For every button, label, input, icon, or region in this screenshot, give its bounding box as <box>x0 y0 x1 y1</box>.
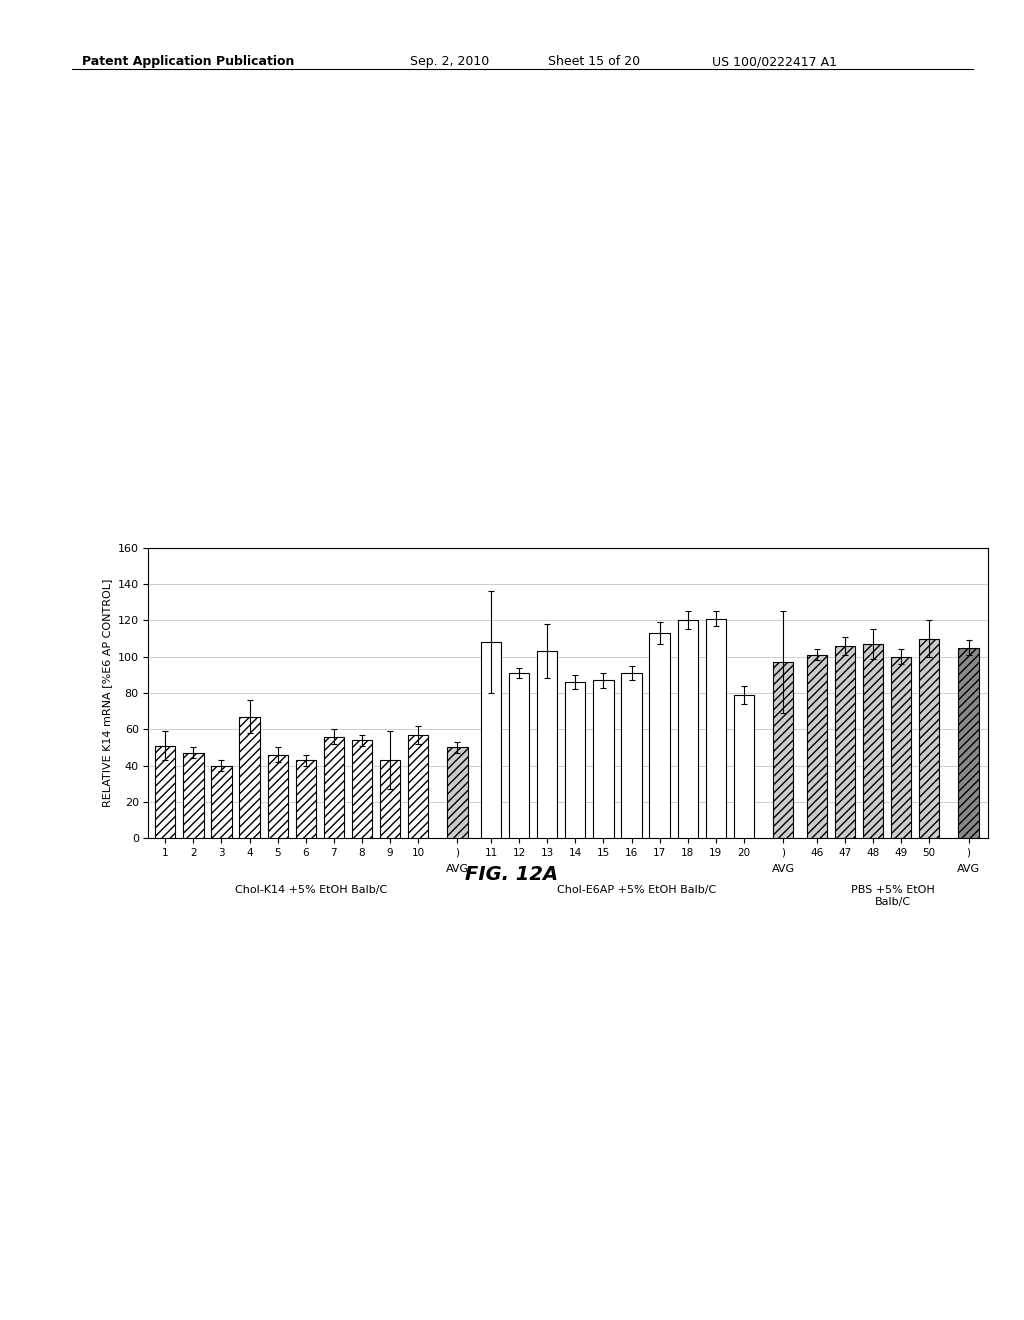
Bar <box>183 752 204 838</box>
Bar <box>734 694 754 838</box>
Text: Patent Application Publication: Patent Application Publication <box>82 55 294 69</box>
Bar <box>324 737 344 838</box>
Text: PBS +5% EtOH
Balb/C: PBS +5% EtOH Balb/C <box>851 886 935 907</box>
Bar <box>352 741 372 838</box>
Text: AVG: AVG <box>772 863 795 874</box>
Text: Chol-K14 +5% EtOH Balb/C: Chol-K14 +5% EtOH Balb/C <box>236 886 387 895</box>
Bar <box>211 766 231 838</box>
Bar <box>481 643 501 838</box>
Bar <box>565 682 586 838</box>
Bar <box>835 645 855 838</box>
Bar <box>807 655 827 838</box>
Bar <box>622 673 642 838</box>
Text: FIG. 12A: FIG. 12A <box>466 865 558 883</box>
Bar <box>538 651 557 838</box>
Bar <box>678 620 697 838</box>
Bar <box>240 717 260 838</box>
Text: Chol-E6AP +5% EtOH Balb/C: Chol-E6AP +5% EtOH Balb/C <box>557 886 717 895</box>
Y-axis label: RELATIVE K14 mRNA [%E6 AP CONTROL]: RELATIVE K14 mRNA [%E6 AP CONTROL] <box>102 578 112 808</box>
Bar <box>296 760 315 838</box>
Text: Sheet 15 of 20: Sheet 15 of 20 <box>548 55 640 69</box>
Bar <box>380 760 400 838</box>
Bar <box>920 639 939 838</box>
Text: AVG: AVG <box>957 863 980 874</box>
Bar <box>773 663 794 838</box>
Bar <box>267 755 288 838</box>
Text: Sep. 2, 2010: Sep. 2, 2010 <box>410 55 488 69</box>
Bar <box>156 746 175 838</box>
Text: AVG: AVG <box>445 863 469 874</box>
Bar <box>509 673 529 838</box>
Bar <box>891 657 911 838</box>
Bar <box>649 634 670 838</box>
Bar <box>863 644 883 838</box>
Bar <box>408 735 428 838</box>
Text: US 100/0222417 A1: US 100/0222417 A1 <box>712 55 837 69</box>
Bar <box>706 619 726 838</box>
Bar <box>447 747 468 838</box>
Bar <box>958 648 979 838</box>
Bar <box>593 680 613 838</box>
